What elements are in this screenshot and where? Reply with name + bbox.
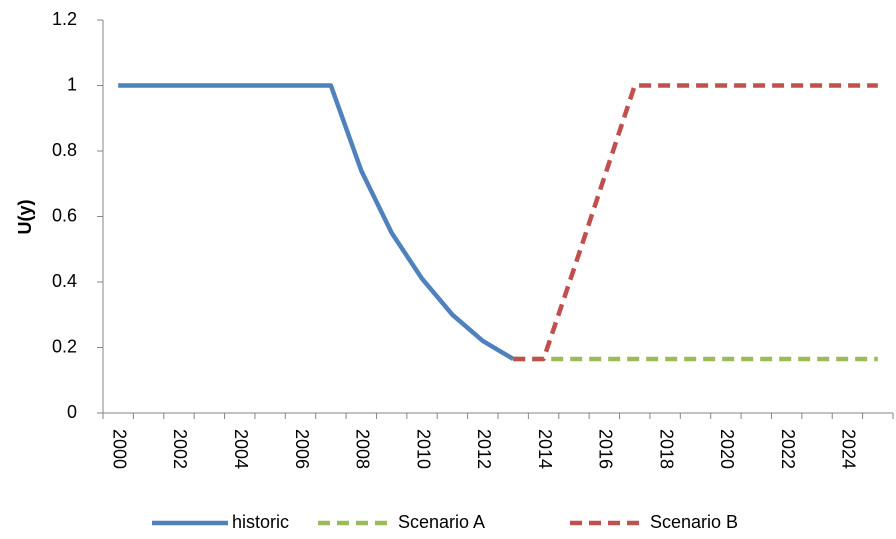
x-tick-label: 2024	[839, 429, 859, 469]
y-tick-label: 0.8	[52, 140, 77, 160]
x-tick-label: 2022	[778, 429, 798, 469]
legend-label: Scenario A	[398, 512, 485, 532]
x-tick-label: 2002	[170, 429, 190, 469]
y-tick-label: 0.2	[52, 336, 77, 356]
x-tick-label: 2008	[353, 429, 373, 469]
y-tick-label: 0.4	[52, 271, 77, 291]
y-tick-label: 1	[67, 74, 77, 94]
x-tick-label: 2006	[292, 429, 312, 469]
y-axis-label: U(y)	[15, 199, 35, 234]
y-tick-label: 1.2	[52, 9, 77, 29]
y-tick-label: 0.6	[52, 205, 77, 225]
series-line	[513, 83, 878, 362]
x-tick-label: 2020	[717, 429, 737, 469]
x-tick-label: 2018	[656, 429, 676, 469]
x-tick-label: 2012	[474, 429, 494, 469]
x-tick-label: 2014	[535, 429, 555, 469]
legend-label: Scenario B	[650, 512, 738, 532]
series-line	[118, 83, 515, 361]
x-tick-label: 2016	[596, 429, 616, 469]
x-tick-label: 2000	[109, 429, 129, 469]
y-tick-label: 0	[67, 402, 77, 422]
x-tick-label: 2010	[413, 429, 433, 469]
x-tick-label: 2004	[231, 429, 251, 469]
legend-label: historic	[232, 512, 289, 532]
